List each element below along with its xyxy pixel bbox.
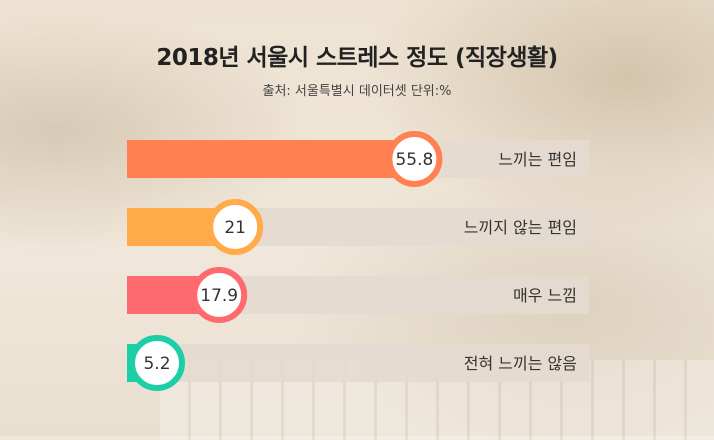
data-label: 21 xyxy=(224,218,246,238)
chart-subtitle: 출처: 서울특별시 데이터셋 단위:% xyxy=(262,84,452,99)
category-label: 전혀 느끼는 않음 xyxy=(464,354,577,373)
value-circle xyxy=(129,335,185,391)
value-circle xyxy=(191,267,248,323)
data-label: 5.2 xyxy=(143,354,170,374)
data-label: 17.9 xyxy=(200,286,238,306)
bar-track xyxy=(127,344,589,382)
category-label: 매우 느낌 xyxy=(513,286,577,305)
category-label: 느끼지 않는 편임 xyxy=(464,218,577,237)
value-circle xyxy=(207,199,264,255)
category-label: 느끼는 편임 xyxy=(498,150,577,169)
data-label: 55.8 xyxy=(395,150,433,170)
chart-title: 2018년 서울시 스트레스 정도 (직장생활) xyxy=(156,45,558,71)
value-circle xyxy=(386,131,443,187)
bar xyxy=(127,140,415,178)
